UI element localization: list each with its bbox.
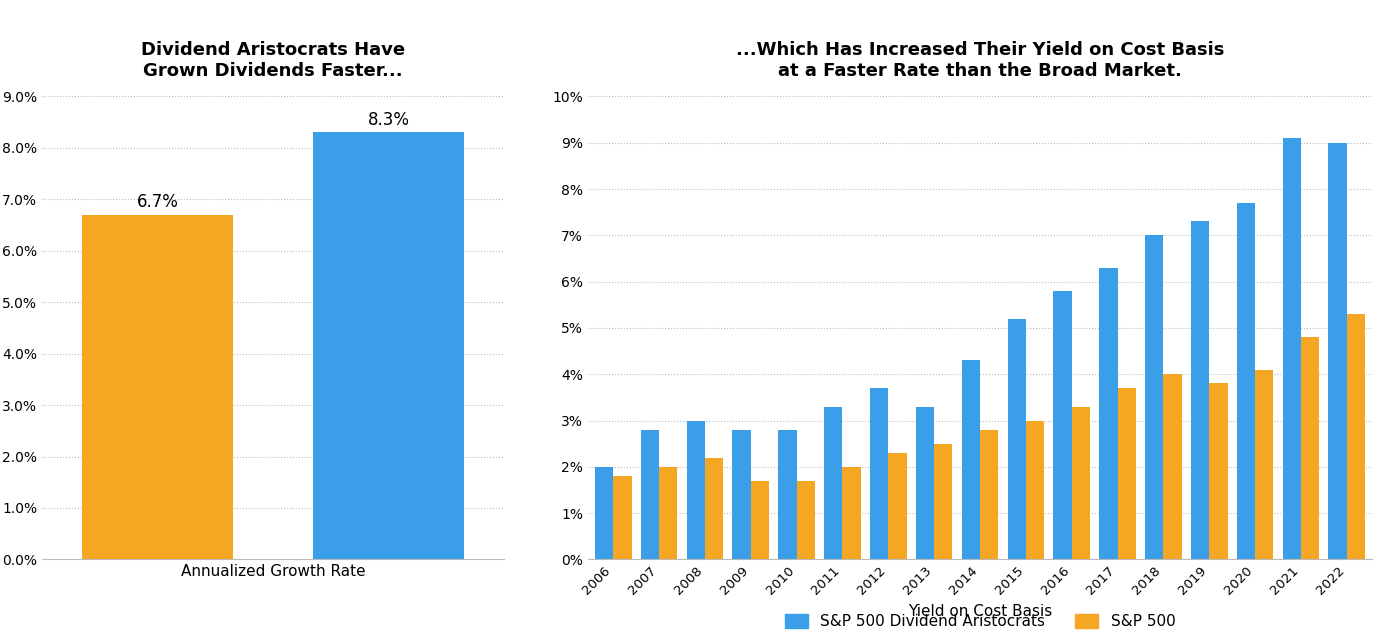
Bar xyxy=(843,467,861,559)
Bar xyxy=(83,215,232,559)
Title: ...Which Has Increased Their Yield on Cost Basis
at a Faster Rate than the Broad: ...Which Has Increased Their Yield on Co… xyxy=(736,41,1224,80)
Bar xyxy=(980,430,998,559)
Bar xyxy=(1145,235,1163,559)
Bar xyxy=(962,360,980,559)
Bar xyxy=(778,430,797,559)
Bar xyxy=(1071,406,1091,559)
Bar xyxy=(1301,337,1319,559)
Text: 6.7%: 6.7% xyxy=(137,193,178,211)
Bar xyxy=(1210,383,1228,559)
Bar xyxy=(797,481,815,559)
Bar xyxy=(706,458,724,559)
Bar xyxy=(686,421,706,559)
Bar xyxy=(1236,203,1254,559)
Bar xyxy=(1282,138,1301,559)
Bar xyxy=(641,430,659,559)
Bar xyxy=(659,467,678,559)
Bar xyxy=(889,453,907,559)
Bar xyxy=(916,406,934,559)
Bar xyxy=(1191,221,1210,559)
Bar xyxy=(1117,388,1135,559)
Bar xyxy=(1347,314,1365,559)
Bar xyxy=(314,132,463,559)
Bar xyxy=(825,406,843,559)
Legend: S&P 500 Dividend Aristocrats, S&P 500: S&P 500 Dividend Aristocrats, S&P 500 xyxy=(785,614,1175,629)
Bar xyxy=(1099,267,1117,559)
Title: Dividend Aristocrats Have
Grown Dividends Faster...: Dividend Aristocrats Have Grown Dividend… xyxy=(141,41,405,80)
X-axis label: Yield on Cost Basis: Yield on Cost Basis xyxy=(907,604,1053,619)
Bar xyxy=(869,388,889,559)
Bar xyxy=(1254,370,1274,559)
Bar xyxy=(1008,319,1026,559)
Bar xyxy=(595,467,613,559)
Bar xyxy=(750,481,769,559)
Bar xyxy=(732,430,750,559)
Bar xyxy=(1053,291,1071,559)
Bar xyxy=(1163,374,1182,559)
Bar xyxy=(1329,143,1347,559)
Bar xyxy=(613,476,631,559)
Bar xyxy=(1026,421,1044,559)
Bar xyxy=(934,444,952,559)
Text: 8.3%: 8.3% xyxy=(367,111,409,129)
